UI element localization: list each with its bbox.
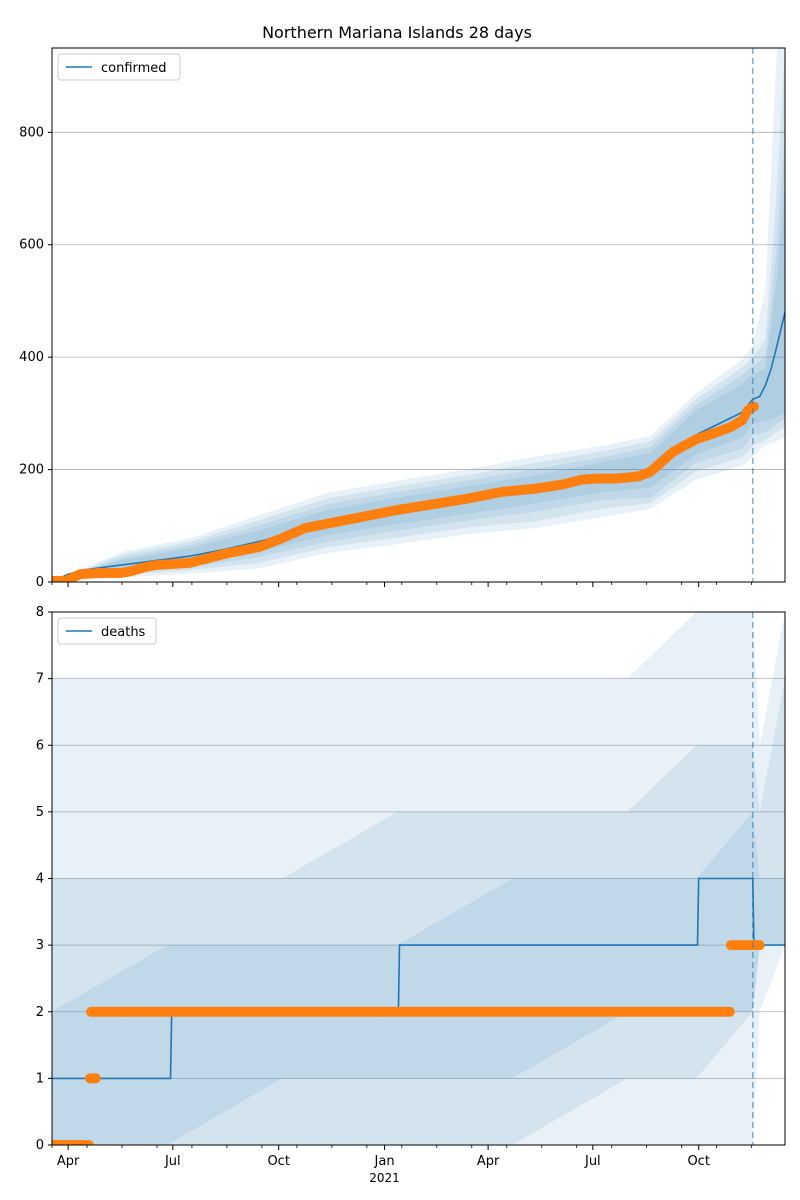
deaths-plot-area — [52, 612, 785, 1145]
confirmed-axes-frame — [51, 47, 786, 583]
deaths-panel: 0 1 2 3 4 5 6 7 8 Apr Jul Oct Jan Apr Jul Oct deaths — [36, 605, 786, 1169]
confirmed-y-tick-label: 400 — [19, 350, 44, 365]
deaths-y-tick-label: 3 — [36, 938, 44, 953]
confirmed-y-tick-label: 600 — [19, 238, 44, 253]
deaths-y-tick-label: 8 — [36, 605, 44, 620]
deaths-credible-band-2 — [52, 612, 785, 1145]
deaths-observed-point — [724, 1006, 735, 1017]
x-axis-year-label: 2021 — [369, 1171, 400, 1185]
deaths-credible-band-0 — [52, 811, 785, 1145]
deaths-y-tick-label: 2 — [36, 1005, 44, 1020]
deaths-y-tick-label: 4 — [36, 872, 44, 887]
deaths-observed-point — [754, 940, 765, 951]
chart-title: Northern Mariana Islands 28 days — [262, 23, 532, 42]
confirmed-panel: 0 200 400 600 800 confirmed — [19, 47, 786, 590]
confirmed-credible-band-3 — [52, 48, 785, 582]
deaths-legend: deaths — [57, 617, 157, 645]
x-tick-label: Jul — [164, 1154, 181, 1169]
deaths-y-tick-label: 1 — [36, 1071, 44, 1086]
confirmed-plot-area — [52, 48, 785, 582]
confirmed-credible-band-0 — [52, 188, 785, 582]
deaths-legend-box — [57, 617, 157, 645]
confirmed-legend: confirmed — [57, 53, 181, 81]
deaths-observed-series — [52, 940, 765, 1145]
deaths-y-tick-label: 0 — [36, 1138, 44, 1153]
confirmed-legend-box — [57, 53, 181, 81]
x-tick-label: Oct — [267, 1154, 289, 1169]
confirmed-legend-label: confirmed — [101, 61, 167, 76]
deaths-legend-label: deaths — [101, 625, 146, 640]
deaths-y-tick-label: 6 — [36, 738, 44, 753]
x-tick-label: Apr — [57, 1154, 80, 1169]
x-tick-label: Jul — [584, 1154, 601, 1169]
confirmed-y-tick-label: 800 — [19, 125, 44, 140]
deaths-y-tick-label: 7 — [36, 672, 44, 687]
confirmed-observed-series — [52, 401, 759, 582]
x-tick-label: Oct — [687, 1154, 709, 1169]
deaths-y-tick-label: 5 — [36, 805, 44, 820]
confirmed-observed-point — [748, 401, 759, 412]
deaths-observed-point — [90, 1073, 101, 1084]
deaths-observed-point — [83, 1140, 94, 1145]
deaths-credible-band-1 — [52, 678, 785, 1145]
confirmed-y-tick-label: 200 — [19, 463, 44, 478]
x-tick-label: Apr — [477, 1154, 500, 1169]
confirmed-y-tick-label: 0 — [36, 575, 44, 590]
deaths-model-line — [52, 877, 785, 1080]
confirmed-credible-band-1 — [52, 132, 785, 582]
x-tick-label: Jan — [374, 1154, 395, 1169]
